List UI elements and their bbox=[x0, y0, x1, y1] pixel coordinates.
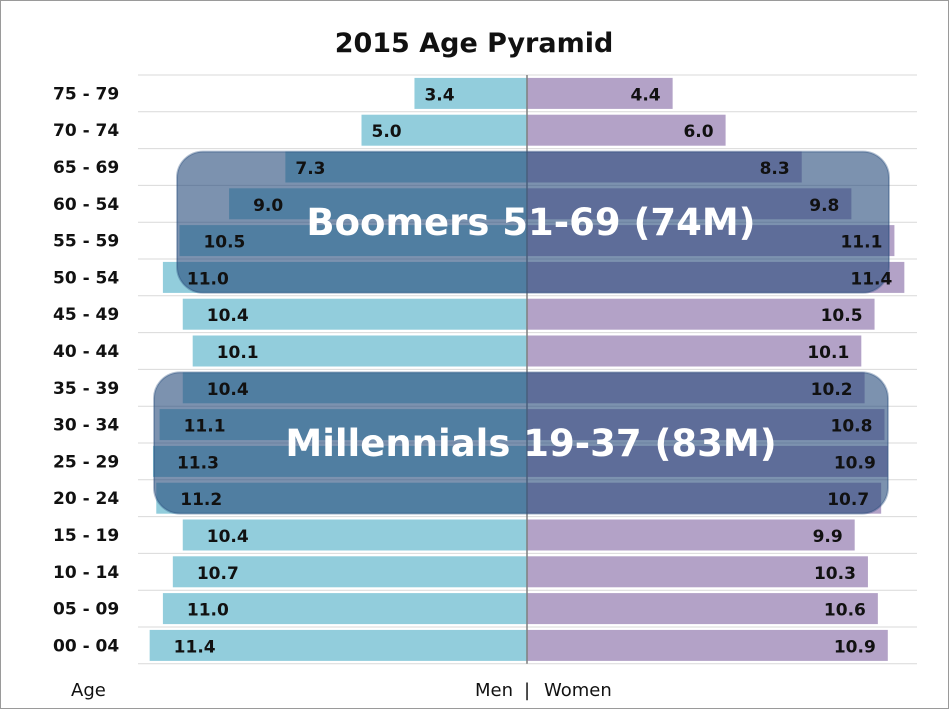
value-labels: 3.4 4.4 5.0 6.0 7.3 8.3 9.0 9.8 10.5 11.1 11.0 11.4… bbox=[174, 85, 893, 657]
category-label: 50 - 54 bbox=[53, 268, 119, 288]
category-label: 05 - 09 bbox=[53, 600, 119, 620]
bar-women bbox=[527, 335, 862, 367]
category-label: 60 - 54 bbox=[53, 195, 119, 215]
boomers-annotation: Boomers 51-69 (74M) bbox=[306, 201, 755, 244]
y-axis-label: Age bbox=[71, 680, 106, 701]
millennials-overlay bbox=[153, 371, 889, 515]
value-label-men: 11.3 bbox=[177, 453, 219, 473]
bar-women bbox=[527, 556, 868, 588]
bar-women bbox=[527, 77, 673, 109]
value-label-men: 11.4 bbox=[174, 637, 216, 657]
annotation-labels: Boomers 51-69 (74M) Millennials 19-37 (83… bbox=[285, 201, 776, 465]
bar-men bbox=[182, 519, 527, 551]
value-label-men: 7.3 bbox=[295, 159, 325, 179]
value-label-men: 10.1 bbox=[217, 343, 259, 363]
bar-women bbox=[527, 298, 875, 330]
bar-men bbox=[182, 298, 527, 330]
category-label: 00 - 04 bbox=[53, 636, 119, 656]
value-label-women: 10.6 bbox=[824, 601, 866, 621]
value-label-men: 10.5 bbox=[203, 233, 245, 253]
bar-women bbox=[527, 114, 726, 146]
boomers-overlay bbox=[176, 150, 890, 294]
value-label-women: 9.9 bbox=[813, 527, 843, 547]
bar-men bbox=[361, 114, 527, 146]
category-label: 75 - 79 bbox=[53, 84, 119, 104]
chart-title: 2015 Age Pyramid bbox=[335, 28, 614, 59]
category-label: 15 - 19 bbox=[53, 526, 119, 546]
value-label-women: 11.4 bbox=[850, 269, 892, 289]
value-label-men: 11.1 bbox=[184, 417, 226, 437]
value-label-women: 10.9 bbox=[834, 637, 876, 657]
category-label: 65 - 69 bbox=[53, 158, 119, 178]
value-label-women: 8.3 bbox=[760, 159, 790, 179]
value-label-men: 5.0 bbox=[372, 122, 402, 142]
value-label-women: 10.1 bbox=[807, 343, 849, 363]
bar-men bbox=[162, 593, 527, 625]
value-label-women: 10.5 bbox=[821, 306, 863, 326]
value-label-women: 6.0 bbox=[683, 122, 713, 142]
value-label-women: 10.2 bbox=[811, 380, 853, 400]
bar-men bbox=[192, 335, 527, 367]
bar-women bbox=[527, 593, 878, 625]
bar-women bbox=[527, 519, 855, 551]
category-labels: 75 - 79 70 - 74 65 - 69 60 - 54 55 - 59 50 - … bbox=[53, 84, 119, 656]
generation-overlays bbox=[153, 150, 890, 515]
category-label: 20 - 24 bbox=[53, 489, 119, 509]
value-label-men: 9.0 bbox=[253, 196, 283, 216]
category-label: 10 - 14 bbox=[53, 563, 119, 583]
x-axis-label-separator: | bbox=[524, 680, 530, 701]
category-label: 45 - 49 bbox=[53, 305, 119, 325]
category-label: 40 - 44 bbox=[53, 342, 119, 362]
bar-men bbox=[172, 556, 527, 588]
value-label-women: 4.4 bbox=[631, 85, 661, 105]
category-label: 30 - 34 bbox=[53, 416, 119, 436]
value-label-men: 11.0 bbox=[187, 269, 229, 289]
millennials-annotation: Millennials 19-37 (83M) bbox=[285, 422, 776, 465]
value-label-women: 10.7 bbox=[827, 490, 869, 510]
bar-men bbox=[149, 629, 527, 661]
value-label-men: 3.4 bbox=[424, 85, 454, 105]
x-axis-label-men: Men bbox=[475, 680, 513, 701]
category-label: 35 - 39 bbox=[53, 379, 119, 399]
category-label: 25 - 29 bbox=[53, 452, 119, 472]
value-label-men: 11.0 bbox=[187, 601, 229, 621]
value-label-men: 11.2 bbox=[180, 490, 222, 510]
bar-women bbox=[527, 629, 888, 661]
value-label-women: 10.3 bbox=[814, 564, 856, 584]
value-label-men: 10.4 bbox=[207, 527, 249, 547]
value-label-women: 9.8 bbox=[809, 196, 839, 216]
value-label-women: 10.9 bbox=[834, 453, 876, 473]
x-axis-label-women: Women bbox=[544, 680, 612, 701]
value-label-men: 10.4 bbox=[207, 306, 249, 326]
value-label-women: 10.8 bbox=[831, 417, 873, 437]
value-label-men: 10.4 bbox=[207, 380, 249, 400]
value-label-women: 11.1 bbox=[840, 233, 882, 253]
value-label-men: 10.7 bbox=[197, 564, 239, 584]
bar-men bbox=[414, 77, 527, 109]
category-label: 70 - 74 bbox=[53, 121, 119, 141]
category-label: 55 - 59 bbox=[53, 232, 119, 252]
